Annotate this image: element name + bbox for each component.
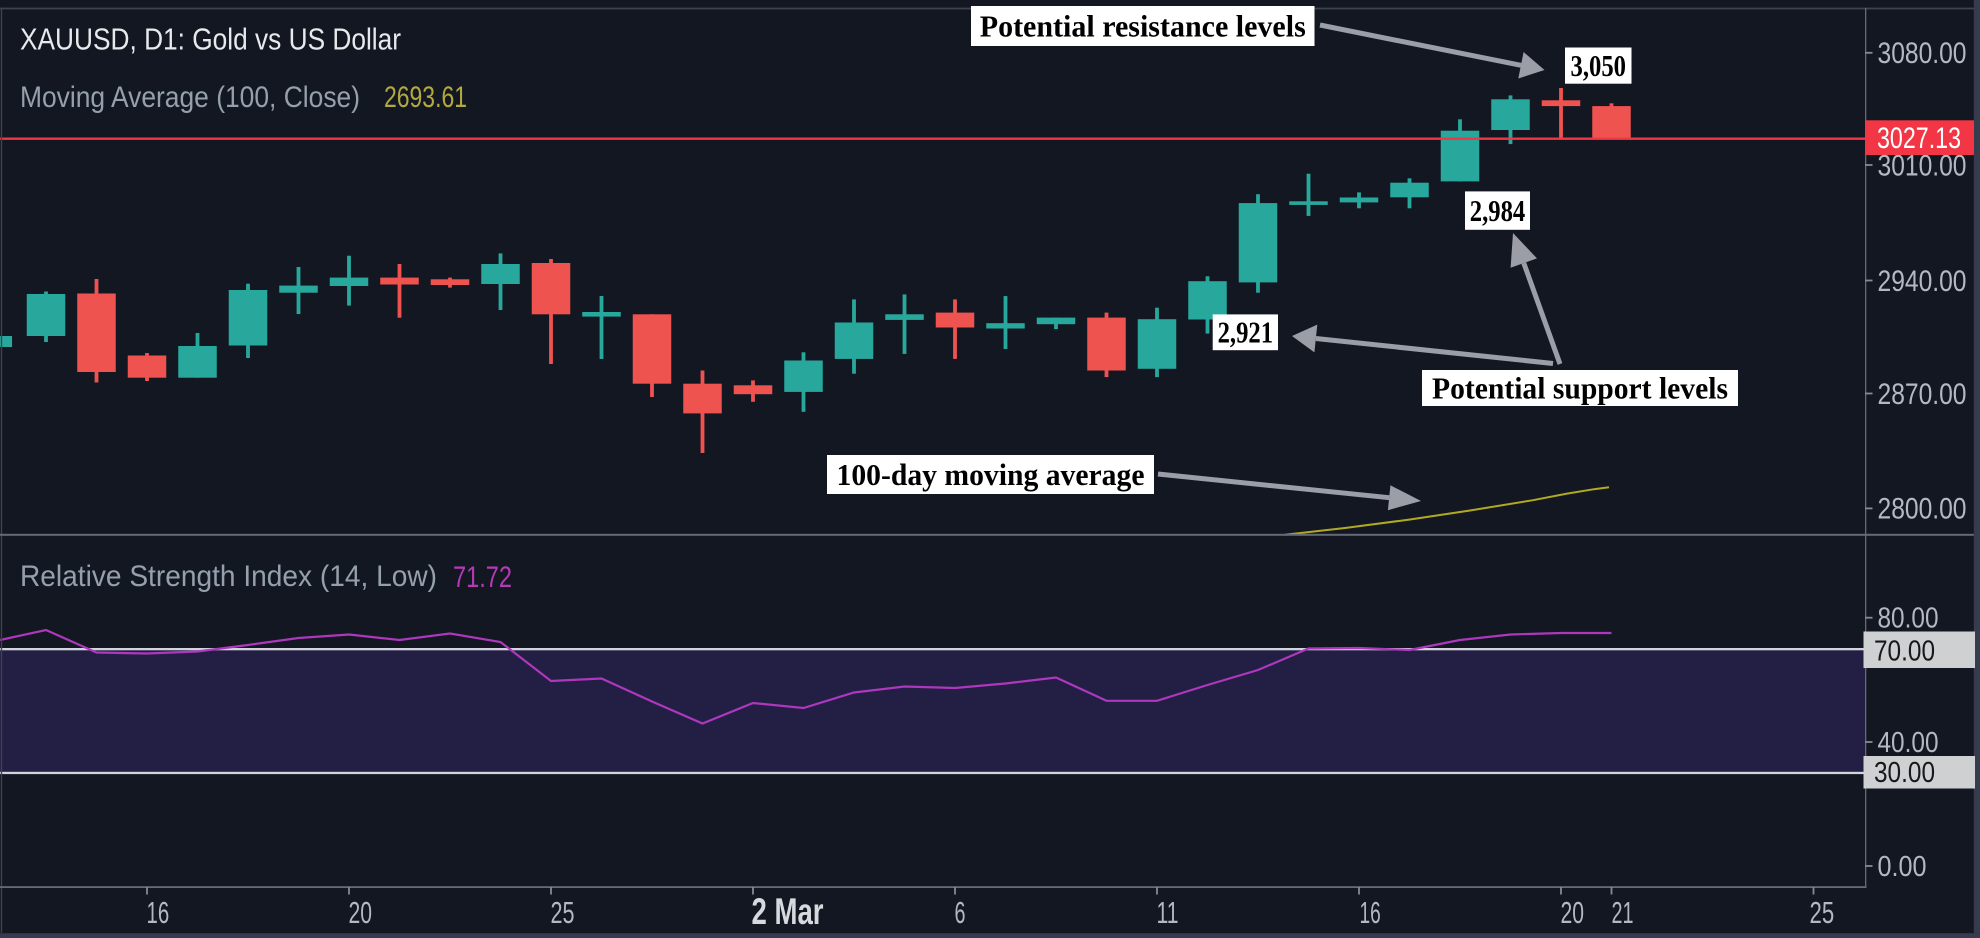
svg-text:16: 16 [147,895,170,930]
svg-text:100-day moving average: 100-day moving average [837,457,1145,492]
svg-text:80.00: 80.00 [1878,603,1939,635]
svg-text:70.00: 70.00 [1874,635,1935,667]
svg-text:6: 6 [955,895,966,930]
svg-text:2800.00: 2800.00 [1878,493,1967,526]
svg-text:16: 16 [1360,895,1381,930]
svg-text:71.72: 71.72 [453,561,512,594]
svg-text:3027.13: 3027.13 [1877,122,1961,155]
svg-text:25: 25 [551,895,575,930]
svg-text:25: 25 [1810,895,1835,930]
svg-text:2693.61: 2693.61 [384,81,467,114]
svg-text:Potential support levels: Potential support levels [1432,370,1728,405]
svg-text:Relative Strength Index (14, L: Relative Strength Index (14, Low) [20,560,437,593]
svg-text:40.00: 40.00 [1878,727,1939,759]
svg-text:11: 11 [1157,895,1179,930]
svg-text:2,984: 2,984 [1470,193,1526,228]
svg-text:20: 20 [1561,895,1585,930]
svg-text:20: 20 [349,895,373,930]
svg-text:2940.00: 2940.00 [1878,265,1967,298]
svg-text:3,050: 3,050 [1571,48,1627,83]
svg-text:Potential resistance levels: Potential resistance levels [980,8,1306,43]
svg-text:3080.00: 3080.00 [1878,37,1967,70]
svg-text:XAUUSD, D1: Gold vs US Dollar: XAUUSD, D1: Gold vs US Dollar [20,22,401,57]
svg-text:Moving Average (100, Close): Moving Average (100, Close) [20,81,360,114]
svg-text:2,921: 2,921 [1218,315,1274,350]
svg-text:0.00: 0.00 [1878,851,1927,883]
svg-text:2870.00: 2870.00 [1878,378,1967,411]
svg-text:2 Mar: 2 Mar [752,891,824,932]
svg-text:30.00: 30.00 [1874,757,1935,789]
svg-text:21: 21 [1612,895,1634,930]
